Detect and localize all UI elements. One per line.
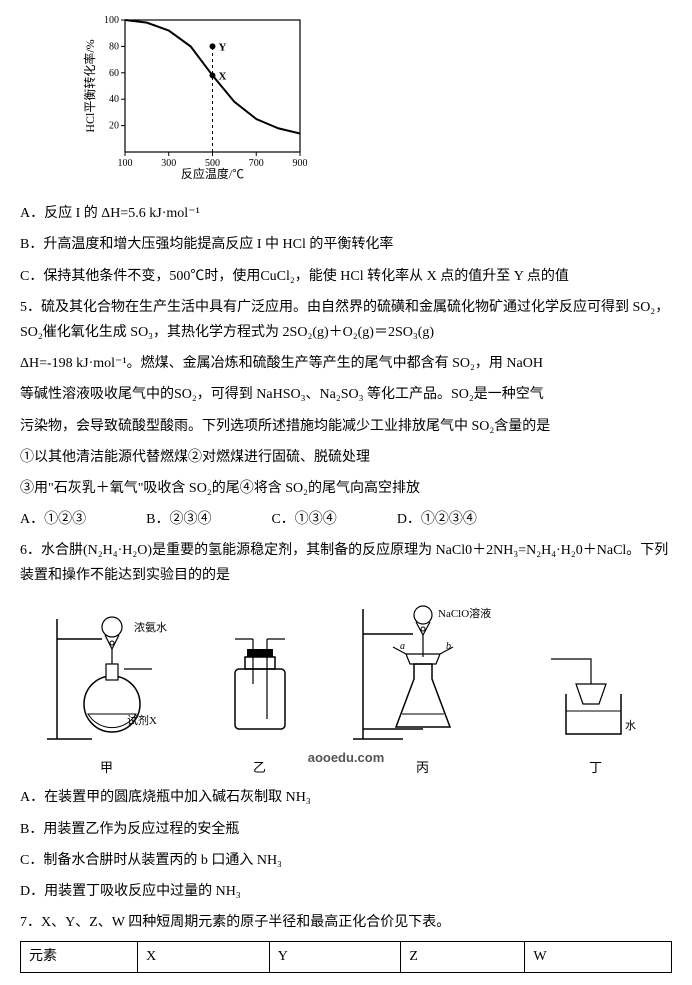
svg-text:100: 100 xyxy=(104,15,119,26)
th-w: W xyxy=(525,942,672,972)
label-water: 水 xyxy=(625,719,636,732)
opt-c-text: 保持其他条件不变，500℃时，使用CuCl₂，能使 HCl 转化率从 X 点的值… xyxy=(43,269,568,284)
th-y: Y xyxy=(269,942,401,972)
svg-text:300: 300 xyxy=(161,158,176,169)
app2-name: 乙 xyxy=(215,756,305,779)
apparatus-4: 水 丁 xyxy=(541,639,651,780)
th-z: Z xyxy=(401,942,525,972)
svg-text:40: 40 xyxy=(109,94,119,105)
q6-opt-a: A．在装置甲的圆底烧瓶中加入碱石灰制取 NH₃ xyxy=(20,785,672,810)
label-reagent-x: 试剂X xyxy=(127,713,157,727)
app4-name: 丁 xyxy=(541,756,651,779)
watermark: aooedu.com xyxy=(308,746,385,769)
label-port-a: a xyxy=(400,641,405,652)
opt-b: B．升高温度和增大压强均能提高反应 I 中 HCl 的平衡转化率 xyxy=(20,232,672,257)
q7-stem: 7．X、Y、Z、W 四种短周期元素的原子半径和最高正化合价见下表。 xyxy=(20,910,672,935)
q6-opt-d: D．用装置丁吸收反应中过量的 NH₃ xyxy=(20,879,672,904)
q6-stem: 6．水合肼(N₂H₄·H₂O)是重要的氢能源稳定剂，其制备的反应原理为 NaCl… xyxy=(20,538,672,588)
apparatus-figure: 浓氨水 试剂X 甲 乙 xyxy=(20,599,672,780)
q5-opt-c: C．①③④ xyxy=(271,507,336,532)
svg-text:HCl平衡转化率/%: HCl平衡转化率/% xyxy=(82,39,97,132)
svg-text:反应温度/℃: 反应温度/℃ xyxy=(181,166,244,181)
app1-name: 甲 xyxy=(42,756,172,779)
label-naclo: NaClO溶液 xyxy=(438,606,491,620)
equilibrium-chart: 10030050070090020406080100YX反应温度/℃HCl平衡转… xyxy=(80,12,672,191)
q5-choices1: ①以其他清洁能源代替燃煤②对燃煤进行固硫、脱硫处理 xyxy=(20,445,672,470)
apparatus-1: 浓氨水 试剂X 甲 xyxy=(42,609,172,780)
svg-text:60: 60 xyxy=(109,68,119,79)
q5-line2: 等碱性溶液吸收尾气中的SO₂，可得到 NaHSO₃、Na₂SO₃ 等化工产品。S… xyxy=(20,382,672,407)
svg-text:20: 20 xyxy=(109,121,119,132)
q5-choices2: ③用"石灰乳＋氧气"吸收含 SO₂的尾④将含 SO₂的尾气向高空排放 xyxy=(20,476,672,501)
opt-b-text: 升高温度和增大压强均能提高反应 I 中 HCl 的平衡转化率 xyxy=(43,237,393,252)
th-x: X xyxy=(138,942,270,972)
q5-opt-d: D．①②③④ xyxy=(397,507,477,532)
opt-c: C．保持其他条件不变，500℃时，使用CuCl₂，能使 HCl 转化率从 X 点… xyxy=(20,264,672,289)
th-element: 元素 xyxy=(21,942,138,972)
q6-opt-c: C．制备水合肼时从装置丙的 b 口通入 NH₃ xyxy=(20,848,672,873)
apparatus-2: 乙 xyxy=(215,629,305,780)
svg-text:Y: Y xyxy=(219,41,227,53)
label-conc-ammonia: 浓氨水 xyxy=(134,621,167,634)
q6-opt-b: B．用装置乙作为反应过程的安全瓶 xyxy=(20,817,672,842)
q5-opt-a: A．①②③ xyxy=(20,507,86,532)
svg-text:80: 80 xyxy=(109,41,119,52)
opt-a: A．反应 I 的 ΔH=5.6 kJ·mol⁻¹ xyxy=(20,201,672,226)
q5-options: A．①②③ B．②③④ C．①③④ D．①②③④ xyxy=(20,507,672,532)
svg-text:X: X xyxy=(219,70,227,82)
opt-a-text: 反应 I 的 ΔH=5.6 kJ·mol⁻¹ xyxy=(44,206,200,221)
q7-table: 元素 X Y Z W xyxy=(20,941,672,972)
q5-stem: 5．硫及其化合物在生产生活中具有广泛应用。由自然界的硫磺和金属硫化物矿通过化学反… xyxy=(20,295,672,345)
q5-opt-b: B．②③④ xyxy=(146,507,211,532)
q5-line3: 污染物，会导致硫酸型酸雨。下列选项所述措施均能减少工业排放尾气中 SO₂含量的是 xyxy=(20,414,672,439)
svg-text:900: 900 xyxy=(293,158,308,169)
label-port-b: b xyxy=(446,641,451,652)
svg-text:100: 100 xyxy=(118,158,133,169)
q5-dh: ΔH=-198 kJ·mol⁻¹。燃煤、金属冶炼和硫酸生产等产生的尾气中都含有 … xyxy=(20,351,672,376)
svg-text:700: 700 xyxy=(249,158,264,169)
